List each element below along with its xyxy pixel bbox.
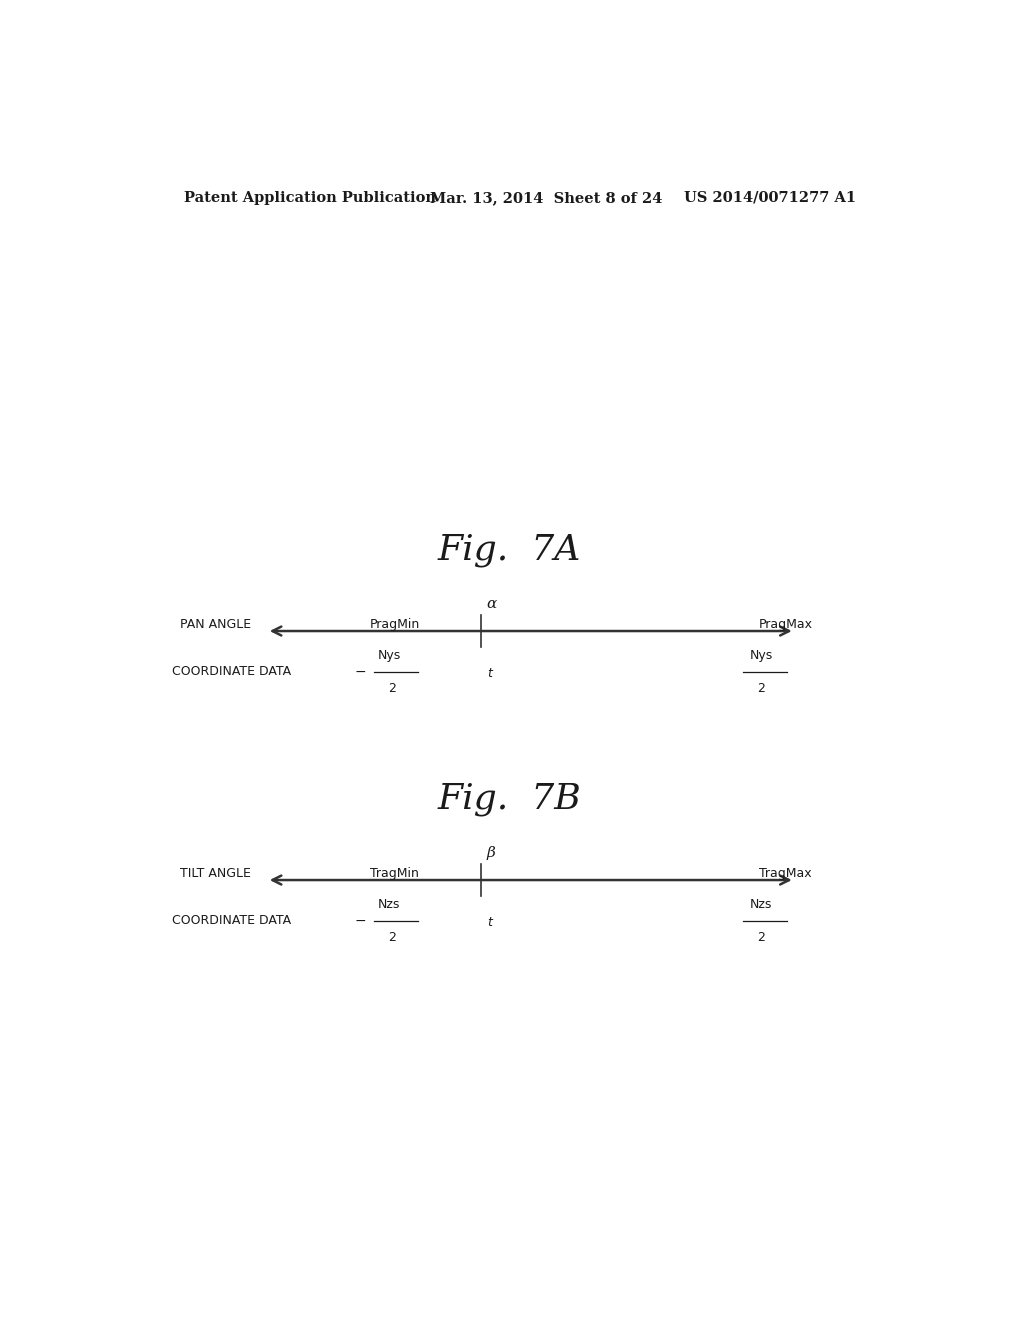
Text: PragMax: PragMax [759,619,813,631]
Text: Nys: Nys [750,648,773,661]
Text: COORDINATE DATA: COORDINATE DATA [172,665,291,678]
Text: −: − [354,913,366,928]
Text: 2: 2 [388,931,396,944]
Text: US 2014/0071277 A1: US 2014/0071277 A1 [684,191,856,205]
Text: TILT ANGLE: TILT ANGLE [179,867,251,880]
Text: TragMax: TragMax [759,867,812,880]
Text: Fig.  7A: Fig. 7A [437,533,581,566]
Text: Fig.  7B: Fig. 7B [437,781,582,816]
Text: Mar. 13, 2014  Sheet 8 of 24: Mar. 13, 2014 Sheet 8 of 24 [430,191,662,205]
Text: Nzs: Nzs [750,898,772,911]
Text: β: β [486,846,496,859]
Text: PragMin: PragMin [370,619,420,631]
Text: Nys: Nys [378,648,401,661]
Text: α: α [486,597,497,611]
Text: Nzs: Nzs [378,898,400,911]
Text: TragMin: TragMin [370,867,419,880]
Text: t: t [486,916,492,929]
Text: COORDINATE DATA: COORDINATE DATA [172,915,291,927]
Text: t: t [486,667,492,680]
Text: Patent Application Publication: Patent Application Publication [183,191,435,205]
Text: 2: 2 [758,931,765,944]
Text: 2: 2 [758,682,765,694]
Text: −: − [354,665,366,678]
Text: PAN ANGLE: PAN ANGLE [179,619,251,631]
Text: 2: 2 [388,682,396,694]
